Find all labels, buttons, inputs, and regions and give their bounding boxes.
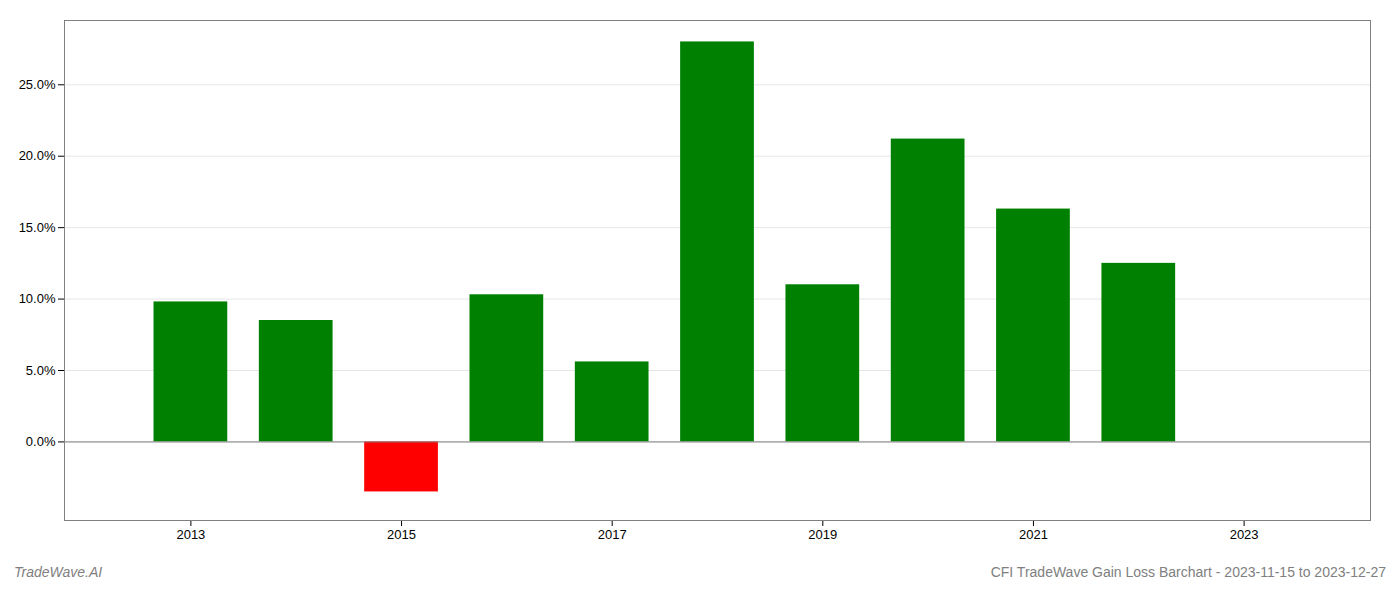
svg-text:2017: 2017 — [598, 527, 627, 542]
svg-text:0.0%: 0.0% — [26, 434, 56, 449]
html-text:TradeWave.AI: TradeWave.AI — [14, 564, 103, 580]
svg-text:20.0%: 20.0% — [19, 148, 56, 163]
svg-text:15.0%: 15.0% — [19, 220, 56, 235]
svg-text:2023: 2023 — [1230, 527, 1259, 542]
svg-text:5.0%: 5.0% — [26, 363, 56, 378]
svg-text:2015: 2015 — [387, 527, 416, 542]
svg-text:2019: 2019 — [808, 527, 837, 542]
svg-text:2013: 2013 — [176, 527, 205, 542]
svg-text:25.0%: 25.0% — [19, 77, 56, 92]
html-text:CFI TradeWave Gain Loss Barcha: CFI TradeWave Gain Loss Barchart - 2023-… — [990, 564, 1386, 580]
svg-text:2021: 2021 — [1019, 527, 1048, 542]
svg-text:10.0%: 10.0% — [19, 291, 56, 306]
